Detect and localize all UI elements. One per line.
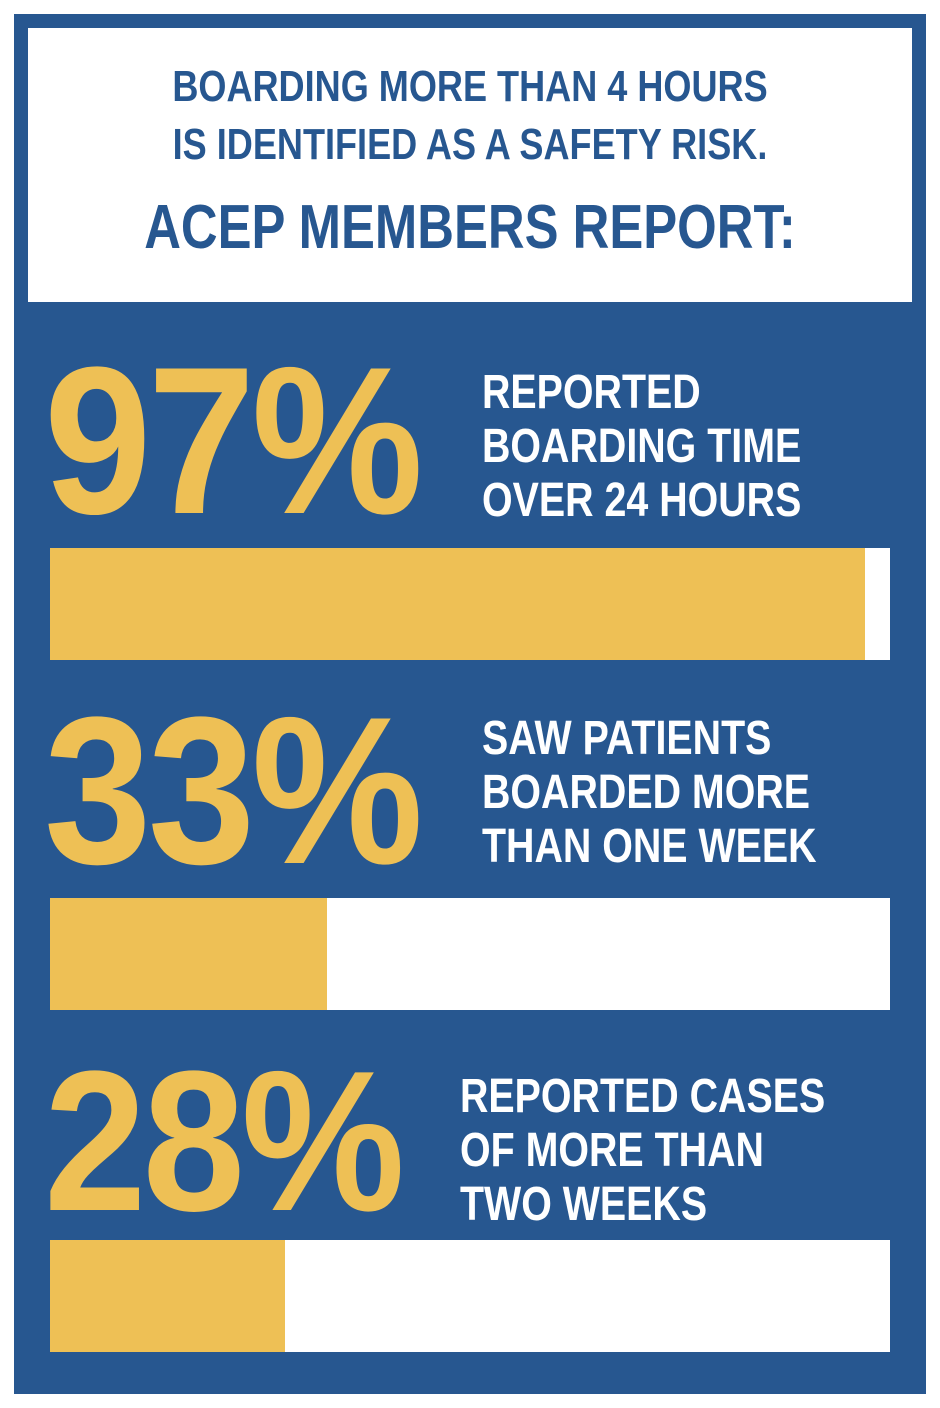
stat-label-3-line-2: OF MORE THAN	[460, 1124, 764, 1177]
stat-percent-2: 33%	[44, 673, 423, 908]
stat-label-2-line-1: SAW PATIENTS	[482, 712, 772, 765]
header-line-1: BOARDING MORE THAN 4 HOURS	[172, 62, 768, 111]
stat-label-1-line-2: BOARDING TIME	[482, 420, 802, 473]
bar-fill-1	[50, 548, 865, 660]
stat-label-1: REPORTED BOARDING TIME OVER 24 HOURS	[482, 366, 801, 528]
bar-track-2	[50, 898, 890, 1010]
stat-label-1-line-1: REPORTED	[482, 366, 701, 419]
stat-label-2-line-2: BOARDED MORE	[482, 766, 811, 819]
header-line-2: IS IDENTIFIED AS A SAFETY RISK.	[172, 120, 768, 169]
stat-label-3-line-3: TWO WEEKS	[460, 1178, 708, 1231]
stat-label-2-line-3: THAN ONE WEEK	[482, 820, 817, 873]
stat-label-3-line-1: REPORTED CASES	[460, 1070, 826, 1123]
bar-fill-2	[50, 898, 327, 1010]
stat-label-1-line-3: OVER 24 HOURS	[482, 474, 802, 527]
header-line-3: ACEP MEMBERS REPORT:	[144, 193, 796, 262]
stat-label-3: REPORTED CASES OF MORE THAN TWO WEEKS	[460, 1070, 825, 1232]
infographic-panel: BOARDING MORE THAN 4 HOURS IS IDENTIFIED…	[14, 14, 926, 1394]
bar-track-3	[50, 1240, 890, 1352]
bar-track-1	[50, 548, 890, 660]
stat-label-2: SAW PATIENTS BOARDED MORE THAN ONE WEEK	[482, 712, 817, 874]
header-box: BOARDING MORE THAN 4 HOURS IS IDENTIFIED…	[28, 28, 912, 302]
stat-percent-3: 28%	[44, 1030, 405, 1253]
stat-percent-1: 97%	[44, 323, 423, 558]
bar-fill-3	[50, 1240, 285, 1352]
